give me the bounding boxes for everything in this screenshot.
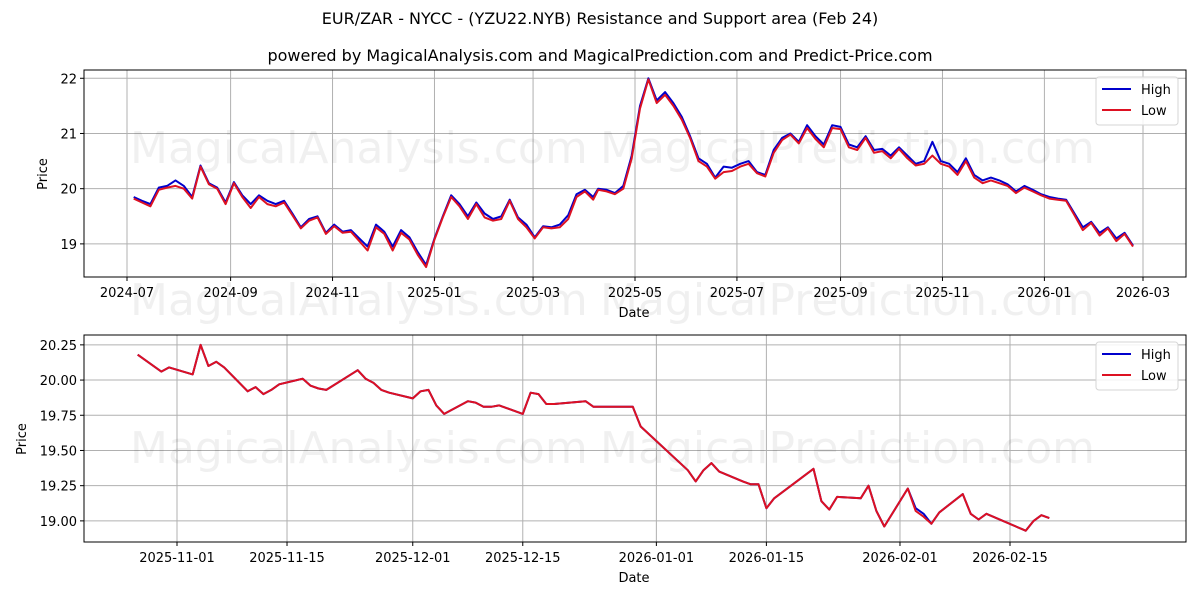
y-tick-label: 22	[60, 72, 77, 87]
legend-low-label: Low	[1141, 369, 1167, 384]
bottom-plot-frame	[83, 334, 1187, 543]
bottom-price-chart: MagicalAnalysis.com MagicalPrediction.co…	[15, 334, 1187, 586]
x-tick-label: 2026-02-01	[862, 551, 938, 566]
top-y-axis: 19 20 21 22	[60, 72, 84, 253]
watermark-mid-right: MagicalPrediction.com	[600, 275, 1095, 326]
legend-high-label: High	[1141, 83, 1171, 98]
y-tick-label: 19.50	[40, 444, 77, 459]
y-tick-label: 20	[60, 183, 77, 198]
x-tick-label: 2025-05	[608, 286, 662, 301]
watermark-top-left: MagicalAnalysis.com	[130, 123, 588, 174]
x-tick-label: 2025-12-01	[375, 551, 451, 566]
x-tick-label: 2025-03	[506, 286, 560, 301]
top-price-chart: MagicalAnalysis.com MagicalPrediction.co…	[36, 69, 1187, 326]
legend-high-label: High	[1141, 348, 1171, 363]
top-y-axis-label: Price	[36, 158, 51, 190]
watermark-top-right: MagicalPrediction.com	[600, 123, 1095, 174]
chart-subtitle: powered by MagicalAnalysis.com and Magic…	[267, 46, 933, 65]
y-tick-label: 21	[60, 127, 77, 142]
x-tick-label: 2025-11-15	[249, 551, 325, 566]
y-tick-label: 19.00	[40, 515, 77, 530]
y-tick-label: 19.25	[40, 480, 77, 495]
x-tick-label: 2026-01	[1017, 286, 1071, 301]
x-tick-label: 2024-11	[305, 286, 359, 301]
x-tick-label: 2025-11	[915, 286, 969, 301]
x-tick-label: 2025-11-01	[139, 551, 215, 566]
chart-title: EUR/ZAR - NYCC - (YZU22.NYB) Resistance …	[321, 9, 879, 28]
bottom-grid	[84, 335, 1186, 542]
bottom-legend: High Low	[1095, 341, 1179, 391]
x-tick-label: 2024-09	[203, 286, 257, 301]
bottom-series-lines	[137, 343, 1050, 532]
bottom-y-axis: 19.00 19.25 19.50 19.75 20.00 20.25	[40, 339, 84, 530]
x-tick-label: 2025-12-15	[485, 551, 561, 566]
x-tick-label: 2026-03	[1116, 286, 1170, 301]
y-tick-label: 19.75	[40, 409, 77, 424]
top-legend: High Low	[1095, 76, 1179, 126]
top-x-axis: 2024-07 2024-09 2024-11 2025-01 2025-03 2025-…	[100, 277, 1170, 301]
bottom-x-axis-label: Date	[618, 571, 649, 586]
y-tick-label: 20.25	[40, 339, 77, 354]
y-tick-label: 19	[60, 238, 77, 253]
x-tick-label: 2026-01-15	[729, 551, 805, 566]
x-tick-label: 2025-01	[407, 286, 461, 301]
x-tick-label: 2026-01-01	[619, 551, 695, 566]
x-tick-label: 2025-09	[813, 286, 867, 301]
low-series-line	[133, 78, 1134, 269]
legend-low-label: Low	[1141, 104, 1167, 119]
x-tick-label: 2026-02-15	[972, 551, 1048, 566]
bottom-y-axis-label: Price	[15, 423, 30, 455]
top-series-lines	[133, 77, 1134, 269]
low-series-line	[137, 343, 1050, 532]
top-x-axis-label: Date	[618, 306, 649, 321]
watermark-bottom-right: MagicalPrediction.com	[600, 423, 1095, 474]
x-tick-label: 2024-07	[100, 286, 154, 301]
watermark-bottom-left: MagicalAnalysis.com	[130, 423, 588, 474]
bottom-x-axis: 2025-11-01 2025-11-15 2025-12-01 2025-12-15…	[139, 542, 1048, 566]
y-tick-label: 20.00	[40, 374, 77, 389]
x-tick-label: 2025-07	[710, 286, 764, 301]
watermark-mid-left: MagicalAnalysis.com	[130, 275, 588, 326]
